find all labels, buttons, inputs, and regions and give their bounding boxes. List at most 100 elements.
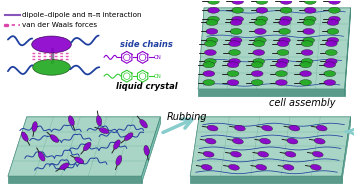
- Ellipse shape: [283, 164, 294, 170]
- Ellipse shape: [201, 164, 212, 170]
- Ellipse shape: [304, 7, 316, 13]
- Ellipse shape: [275, 62, 287, 68]
- Ellipse shape: [287, 138, 298, 144]
- Ellipse shape: [312, 151, 323, 157]
- Ellipse shape: [251, 62, 263, 68]
- Ellipse shape: [32, 36, 71, 53]
- Ellipse shape: [230, 29, 242, 34]
- Ellipse shape: [206, 37, 218, 43]
- Ellipse shape: [203, 62, 215, 68]
- Ellipse shape: [280, 7, 292, 13]
- Ellipse shape: [259, 138, 270, 144]
- Ellipse shape: [229, 41, 240, 46]
- Ellipse shape: [275, 71, 287, 77]
- Polygon shape: [8, 176, 142, 183]
- Polygon shape: [198, 89, 345, 96]
- Ellipse shape: [324, 71, 336, 77]
- Ellipse shape: [327, 19, 339, 26]
- Ellipse shape: [205, 50, 216, 56]
- Ellipse shape: [125, 133, 133, 140]
- Ellipse shape: [203, 151, 214, 157]
- Ellipse shape: [280, 16, 292, 22]
- Ellipse shape: [32, 122, 38, 132]
- Polygon shape: [142, 117, 160, 183]
- Ellipse shape: [280, 0, 292, 4]
- Ellipse shape: [75, 157, 84, 164]
- Polygon shape: [342, 117, 350, 183]
- Text: Rubbing: Rubbing: [166, 112, 207, 122]
- Ellipse shape: [232, 16, 244, 22]
- Ellipse shape: [303, 19, 315, 26]
- Ellipse shape: [230, 37, 242, 43]
- Ellipse shape: [207, 7, 219, 13]
- Ellipse shape: [232, 0, 244, 4]
- Ellipse shape: [205, 58, 216, 64]
- Ellipse shape: [310, 164, 321, 170]
- Ellipse shape: [256, 7, 268, 13]
- Ellipse shape: [277, 41, 289, 46]
- Ellipse shape: [21, 132, 28, 141]
- Ellipse shape: [300, 71, 312, 77]
- Ellipse shape: [230, 151, 241, 157]
- Text: side chains: side chains: [120, 40, 173, 50]
- Ellipse shape: [279, 37, 290, 43]
- Ellipse shape: [33, 59, 70, 75]
- Ellipse shape: [205, 138, 216, 144]
- Ellipse shape: [68, 116, 74, 126]
- Polygon shape: [190, 176, 342, 183]
- Ellipse shape: [329, 7, 340, 13]
- Ellipse shape: [251, 80, 263, 85]
- Ellipse shape: [203, 80, 215, 85]
- Ellipse shape: [325, 50, 337, 56]
- Ellipse shape: [232, 7, 244, 13]
- Ellipse shape: [277, 50, 289, 56]
- Ellipse shape: [227, 80, 239, 85]
- Ellipse shape: [327, 37, 339, 43]
- Ellipse shape: [301, 58, 313, 64]
- Ellipse shape: [144, 145, 149, 156]
- Polygon shape: [345, 8, 350, 96]
- Ellipse shape: [253, 58, 265, 64]
- Ellipse shape: [300, 62, 312, 68]
- Ellipse shape: [285, 151, 296, 157]
- Ellipse shape: [279, 19, 290, 26]
- Ellipse shape: [207, 125, 218, 131]
- Ellipse shape: [251, 71, 263, 77]
- Ellipse shape: [206, 29, 218, 34]
- Ellipse shape: [255, 29, 266, 34]
- Ellipse shape: [324, 62, 336, 68]
- Ellipse shape: [96, 116, 102, 126]
- Ellipse shape: [325, 58, 337, 64]
- Ellipse shape: [258, 151, 269, 157]
- Polygon shape: [190, 117, 350, 176]
- Text: CN: CN: [154, 74, 161, 79]
- Ellipse shape: [314, 138, 325, 144]
- Ellipse shape: [316, 125, 327, 131]
- Ellipse shape: [140, 119, 148, 128]
- Ellipse shape: [301, 50, 313, 56]
- Ellipse shape: [116, 155, 122, 165]
- Ellipse shape: [229, 50, 240, 56]
- Ellipse shape: [38, 152, 45, 161]
- Ellipse shape: [300, 80, 312, 85]
- Ellipse shape: [50, 135, 59, 143]
- Ellipse shape: [207, 0, 219, 4]
- Ellipse shape: [256, 0, 268, 4]
- Text: liquid crystal: liquid crystal: [116, 82, 177, 91]
- Ellipse shape: [304, 16, 316, 22]
- Text: dipole–dipole and π–π interaction: dipole–dipole and π–π interaction: [22, 12, 141, 18]
- Ellipse shape: [234, 125, 245, 131]
- Ellipse shape: [303, 37, 315, 43]
- Ellipse shape: [228, 164, 239, 170]
- Ellipse shape: [277, 58, 289, 64]
- Ellipse shape: [329, 16, 340, 22]
- Ellipse shape: [203, 71, 215, 77]
- Ellipse shape: [99, 128, 109, 134]
- Ellipse shape: [253, 50, 265, 56]
- Text: cell assembly: cell assembly: [269, 98, 336, 108]
- Polygon shape: [198, 8, 350, 89]
- Ellipse shape: [253, 41, 265, 46]
- Ellipse shape: [255, 19, 266, 26]
- Ellipse shape: [230, 19, 242, 26]
- Ellipse shape: [327, 29, 339, 34]
